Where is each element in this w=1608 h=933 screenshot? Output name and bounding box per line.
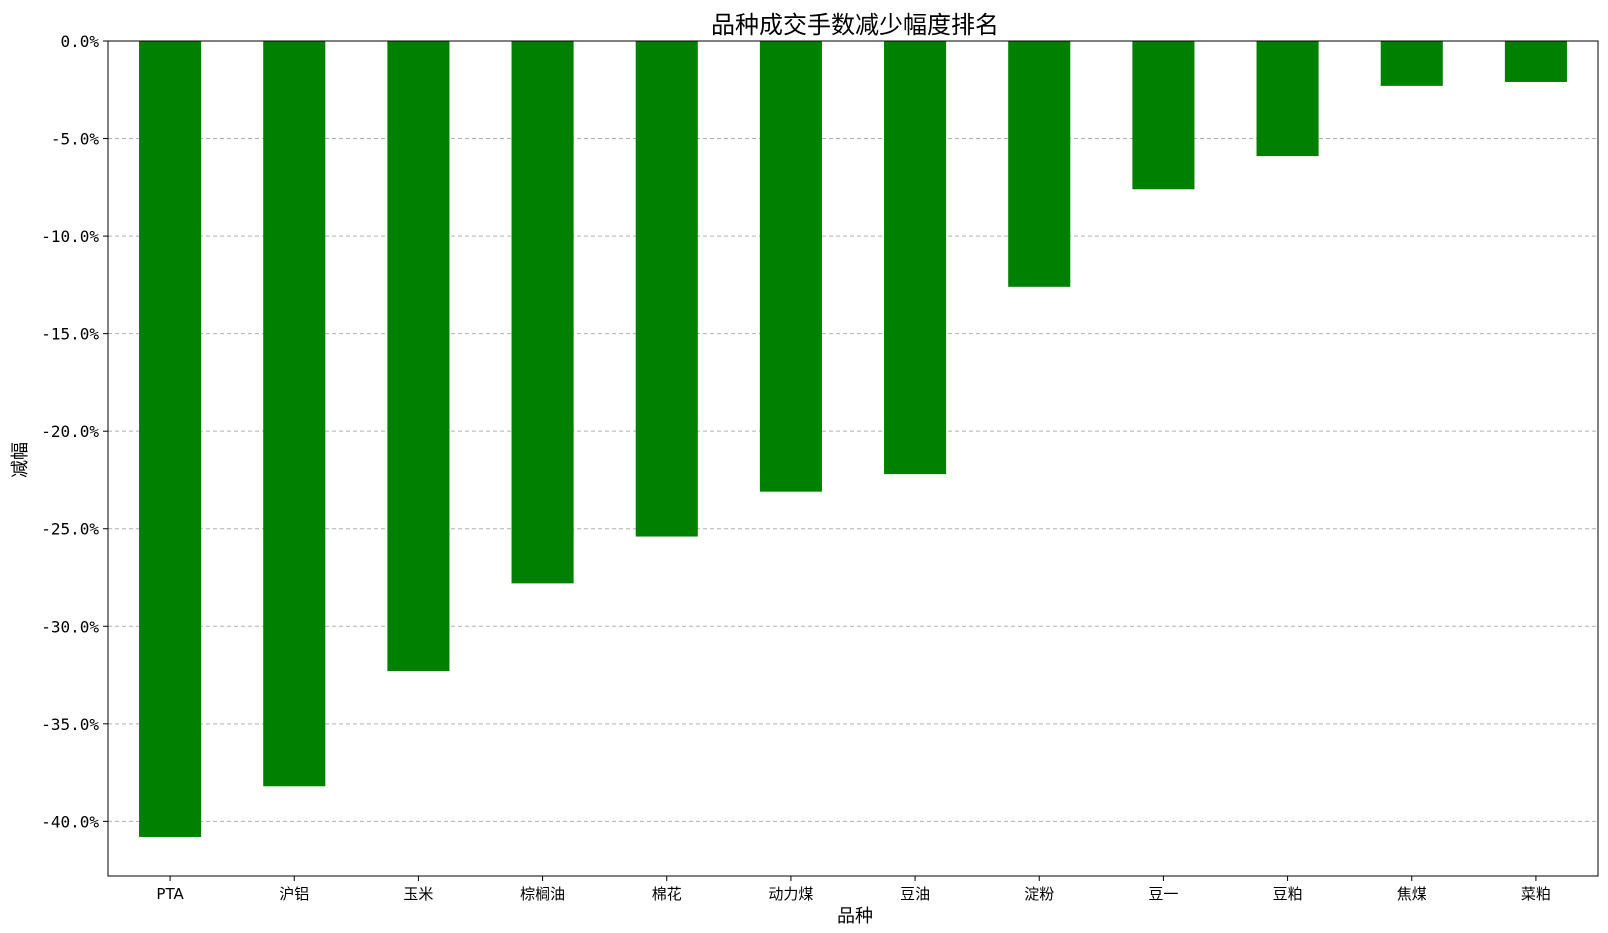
bar-菜粕 (1504, 41, 1567, 82)
bar-淀粉 (1008, 41, 1071, 287)
x-tick-label: 沪铝 (279, 885, 309, 903)
bar-豆油 (884, 41, 947, 475)
bar-棉花 (635, 41, 698, 537)
y-axis-label: 减幅 (10, 442, 31, 478)
bar-豆粕 (1256, 41, 1319, 157)
y-tick-label: -40.0% (41, 812, 99, 831)
y-axis: 0.0% -5.0% -10.0% -15.0% -20.0% -25.0% -30.0% -… (41, 32, 108, 831)
x-tick-label: 豆油 (900, 885, 930, 903)
bar-玉米 (387, 41, 450, 672)
x-tick-label: 豆一 (1148, 885, 1178, 903)
x-axis-label: 品种 (837, 906, 873, 927)
x-tick-label: 豆粕 (1273, 885, 1303, 903)
plot-frame (107, 40, 1599, 877)
bar-棕榈油 (511, 41, 574, 584)
x-tick-label: 棉花 (652, 885, 682, 903)
chart-title: 品种成交手数减少幅度排名 (711, 11, 999, 39)
x-axis: PTA 沪铝 玉米 棕榈油 棉花 动力煤 豆油 淀粉 豆一 豆粕 焦煤 菜粕 (156, 876, 1551, 903)
bar-动力煤 (759, 41, 822, 492)
y-tick-label: 0.0% (60, 32, 99, 51)
x-tick-label: 棕榈油 (520, 885, 565, 903)
x-tick-label: 玉米 (403, 885, 433, 903)
y-tick-label: -10.0% (41, 227, 99, 246)
y-tick-label: -20.0% (41, 422, 99, 441)
x-tick-label: 菜粕 (1521, 885, 1551, 903)
bar-焦煤 (1380, 41, 1443, 86)
x-tick-label: 焦煤 (1397, 885, 1427, 903)
bar-PTA (139, 41, 202, 837)
y-tick-label: -30.0% (41, 617, 99, 636)
bar-豆一 (1132, 41, 1195, 190)
gridlines (108, 138, 1598, 822)
y-tick-label: -15.0% (41, 325, 99, 344)
x-tick-label: 动力煤 (768, 885, 813, 903)
y-tick-label: -5.0% (51, 130, 100, 149)
x-tick-label: PTA (156, 885, 184, 903)
bars (139, 41, 1567, 837)
bar-沪铝 (263, 41, 326, 787)
y-tick-label: -25.0% (41, 520, 99, 539)
x-tick-label: 淀粉 (1024, 885, 1054, 903)
y-tick-label: -35.0% (41, 715, 99, 734)
